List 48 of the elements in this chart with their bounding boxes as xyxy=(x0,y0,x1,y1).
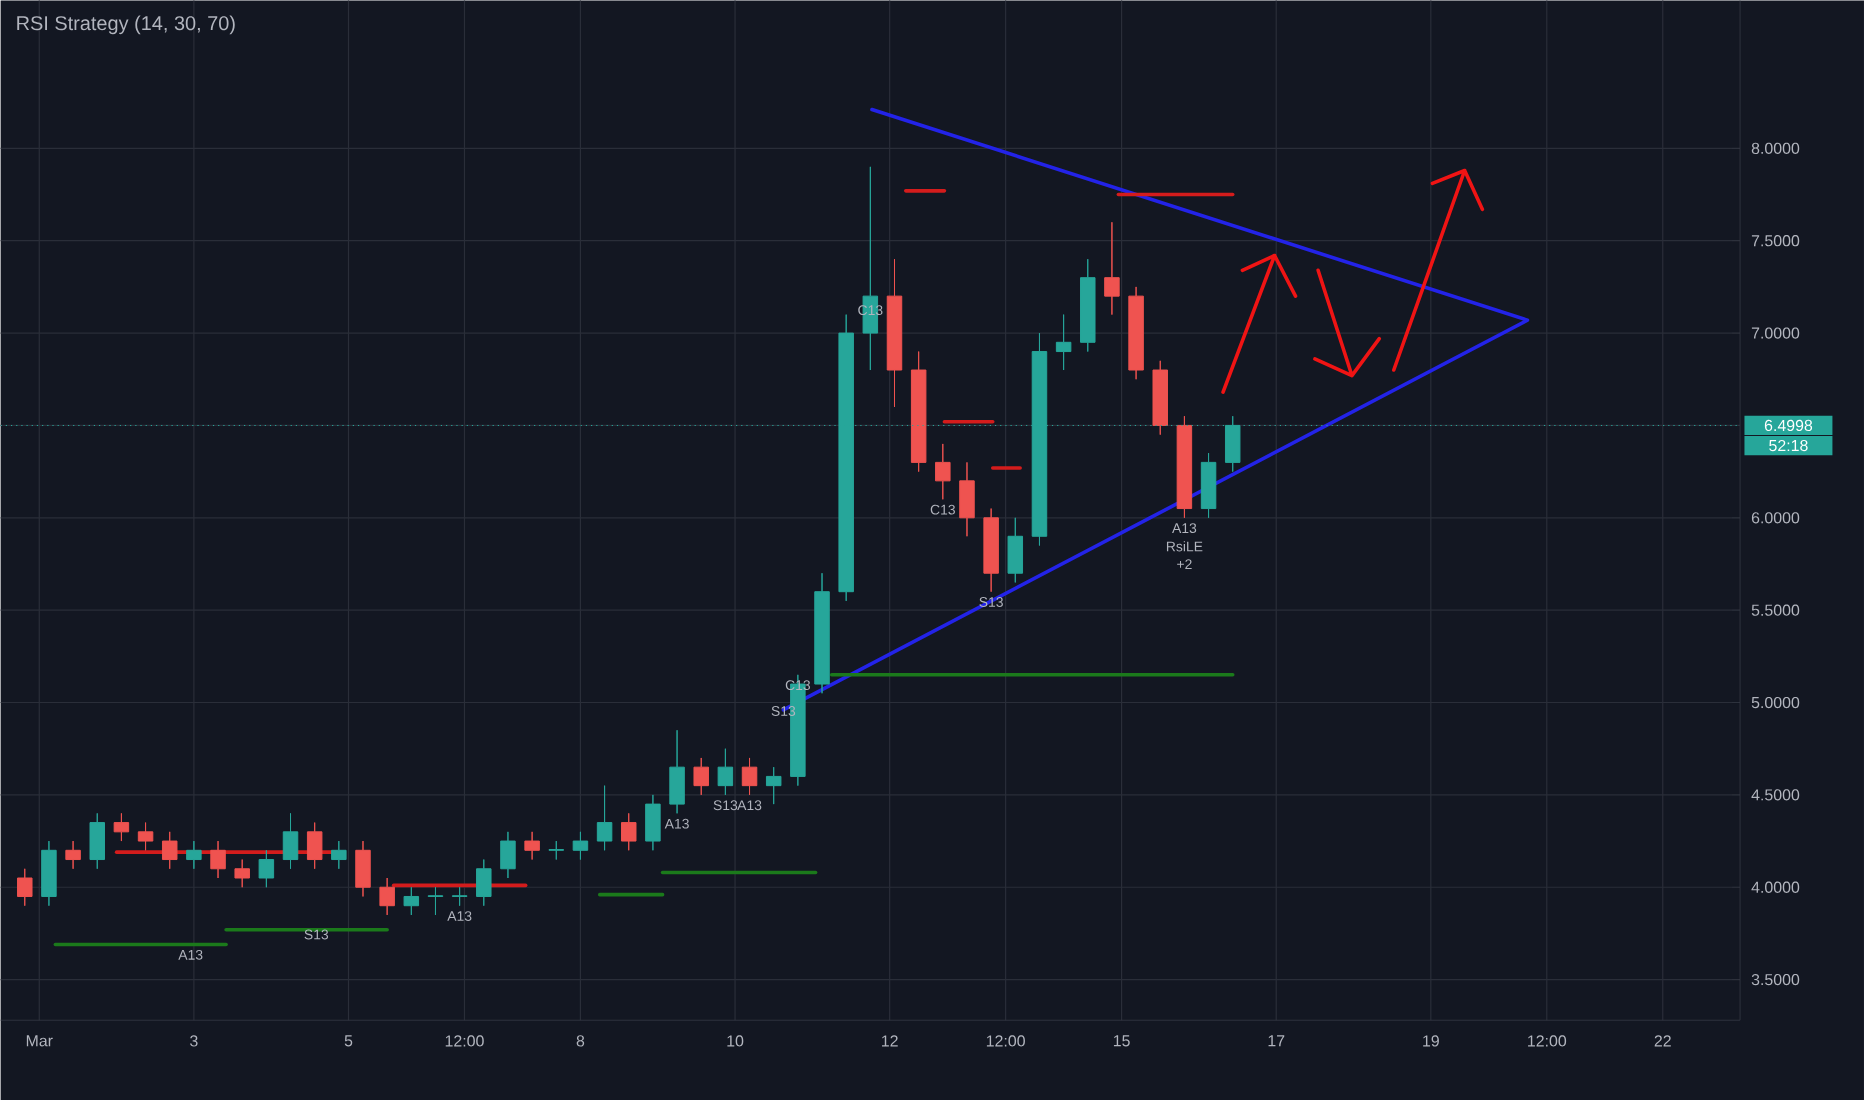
candlestick xyxy=(331,840,347,870)
candlestick xyxy=(596,785,613,851)
candlestick xyxy=(862,166,879,371)
candlestick xyxy=(645,794,661,851)
candlestick xyxy=(427,886,444,916)
candlestick xyxy=(451,886,468,907)
candlestick xyxy=(1007,517,1024,583)
candlestick xyxy=(621,812,637,851)
candlestick xyxy=(524,831,540,860)
candlestick xyxy=(379,877,395,916)
candlestick xyxy=(765,766,782,805)
candlestick xyxy=(572,831,589,860)
candlestick xyxy=(355,840,371,897)
candlestick xyxy=(403,886,420,916)
candlestick xyxy=(65,840,81,870)
candlestick xyxy=(935,443,951,500)
candlestick xyxy=(741,757,758,796)
candlestick xyxy=(234,858,250,888)
candlestick xyxy=(717,748,734,796)
candlestick xyxy=(137,822,154,851)
candlestick xyxy=(258,849,275,888)
candlestick xyxy=(89,812,105,870)
candlestick xyxy=(210,840,226,879)
candlestick xyxy=(814,572,830,694)
candlestick xyxy=(910,350,927,473)
candlestick xyxy=(476,858,492,907)
candlestick xyxy=(1200,452,1217,519)
candlestick xyxy=(113,812,130,842)
candlestick xyxy=(1080,258,1096,352)
candlestick xyxy=(693,757,709,796)
candlestick xyxy=(17,868,33,907)
candlestick xyxy=(41,840,57,907)
candlestick xyxy=(669,729,685,814)
candlestick xyxy=(1104,221,1120,316)
candlestick xyxy=(983,507,999,593)
candlestick xyxy=(1152,360,1168,436)
candlestick xyxy=(1176,415,1193,519)
candlestick xyxy=(282,812,299,870)
candlestick xyxy=(959,461,975,537)
candlestick xyxy=(186,840,202,870)
candlestick xyxy=(1055,314,1072,371)
candlestick xyxy=(306,822,323,870)
candlestick xyxy=(1128,286,1144,380)
candlestick xyxy=(500,831,516,879)
candlestick xyxy=(886,258,903,408)
candlestick xyxy=(548,840,565,860)
candlestick xyxy=(161,831,178,870)
text: RSI Strategy (14, 30, 70) xyxy=(17,15,235,35)
